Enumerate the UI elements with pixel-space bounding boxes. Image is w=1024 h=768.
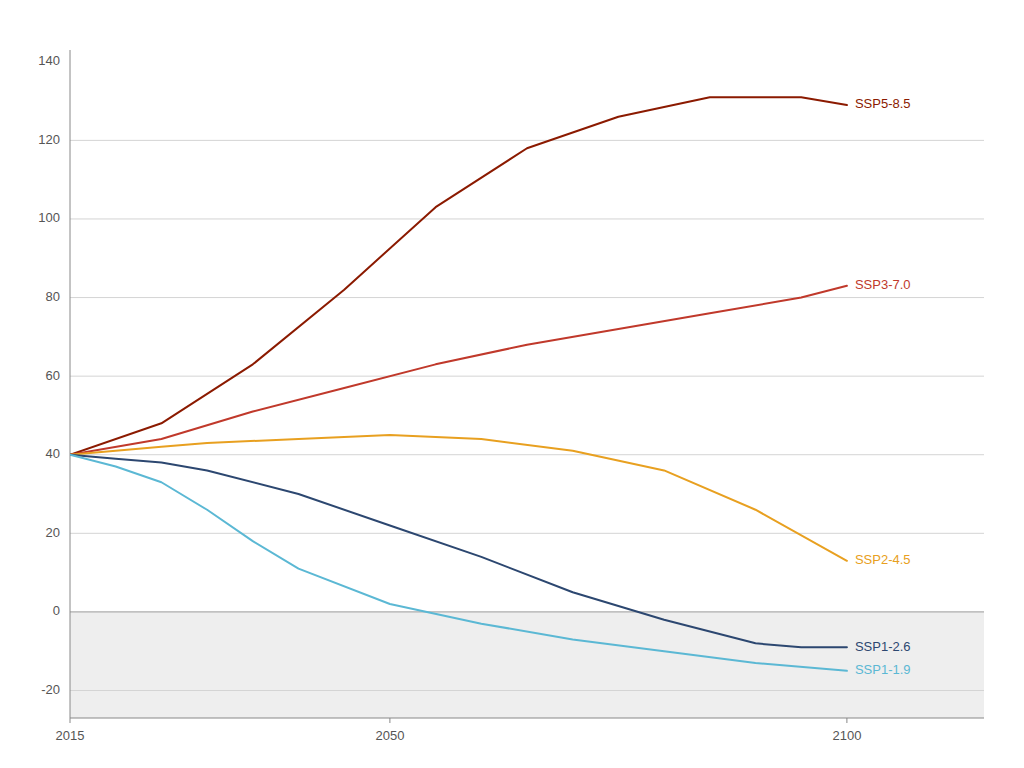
x-tick: [70, 718, 71, 723]
negative-region: [70, 612, 984, 718]
series-label: SSP1-2.6: [855, 639, 911, 654]
y-tick-label: 100: [38, 210, 60, 225]
grid-line: [70, 611, 984, 612]
grid-line: [70, 140, 984, 141]
lines: [70, 97, 847, 671]
series-label: SSP3-7.0: [855, 277, 911, 292]
grid-line: [70, 533, 984, 534]
x-tick-label: 2100: [832, 728, 861, 743]
y-tick-label: 40: [46, 446, 60, 461]
grid-line: [70, 297, 984, 298]
x-tick: [846, 718, 847, 723]
grid-line: [70, 218, 984, 219]
y-tick-label: 0: [53, 603, 60, 618]
series-line: [70, 286, 847, 455]
y-tick-label: 120: [38, 132, 60, 147]
grid-line: [70, 454, 984, 455]
x-tick: [389, 718, 390, 723]
y-tick-label: 20: [46, 525, 60, 540]
y-grid: [70, 140, 984, 690]
annotation: 140: [38, 53, 60, 68]
series-line: [70, 97, 847, 455]
y-tick-label: 60: [46, 368, 60, 383]
series-label: SSP5-8.5: [855, 96, 911, 111]
series-line: [70, 455, 847, 671]
y-tick-label: -20: [41, 682, 60, 697]
x-tick-label: 2015: [56, 728, 85, 743]
series-label: SSP1-1.9: [855, 662, 911, 677]
x-tick-label: 2050: [375, 728, 404, 743]
grid-line: [70, 376, 984, 377]
y-tick-label: 80: [46, 289, 60, 304]
y-axis-line: [70, 50, 71, 718]
chart: -20 0 20 40 60 80 100 120 140 2015 2050 2100 SSP5-8.…: [0, 0, 1024, 768]
grid-line: [70, 690, 984, 691]
series-label: SSP2-4.5: [855, 552, 911, 567]
